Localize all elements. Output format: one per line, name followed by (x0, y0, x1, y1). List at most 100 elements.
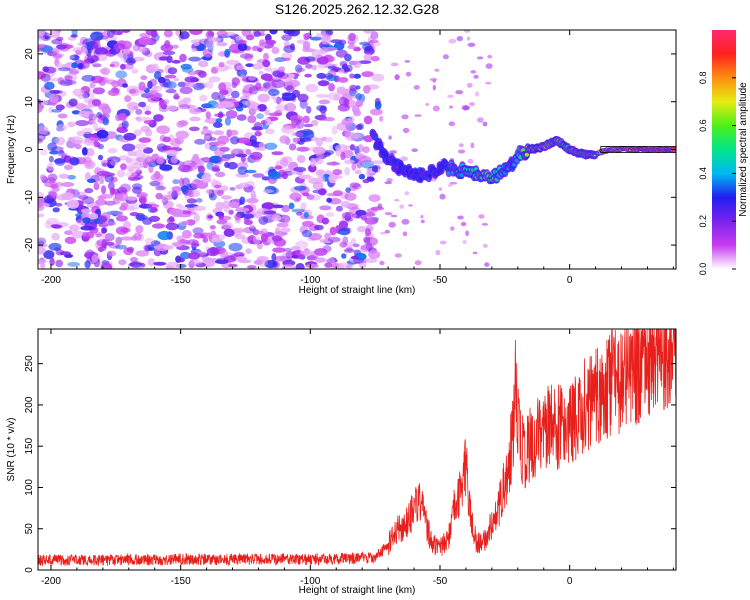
noise-cell (369, 39, 379, 44)
noise-cell (249, 135, 257, 144)
noise-cell (177, 81, 186, 88)
noise-cell (211, 91, 221, 101)
noise-cell (255, 230, 265, 235)
noise-cell (51, 38, 63, 45)
noise-cell (39, 174, 47, 181)
noise-cell (235, 173, 249, 178)
noise-cell (133, 174, 144, 180)
noise-cell (105, 79, 117, 85)
noise-cell (358, 173, 366, 180)
noise-cell (138, 137, 152, 143)
noise-cell (449, 105, 454, 109)
noise-cell (487, 54, 493, 59)
noise-cell (363, 236, 371, 243)
noise-cell (469, 102, 475, 107)
noise-cell (98, 103, 110, 112)
noise-cell (120, 63, 126, 70)
noise-cell (96, 170, 111, 177)
noise-cell (38, 237, 47, 245)
noise-cell (221, 195, 232, 200)
noise-cell (126, 196, 138, 201)
noise-cell (467, 42, 476, 47)
noise-cell (259, 39, 265, 46)
noise-cell (242, 213, 254, 219)
noise-cell (135, 225, 144, 234)
noise-cell (338, 228, 351, 236)
noise-cell (138, 85, 147, 91)
noise-cell (145, 95, 157, 100)
noise-cell (84, 188, 94, 194)
noise-cell (201, 256, 213, 261)
noise-cell (126, 85, 140, 95)
noise-cell (262, 189, 274, 194)
noise-cell (167, 190, 182, 197)
snr-y-tick-label: 250 (24, 355, 35, 372)
noise-cell (365, 171, 376, 176)
noise-cell (263, 52, 269, 61)
noise-cell (450, 226, 455, 231)
noise-cell (115, 70, 128, 79)
noise-cell (296, 67, 306, 72)
noise-cell (251, 45, 259, 52)
noise-cell (225, 110, 238, 119)
noise-cell (244, 181, 255, 187)
noise-cell (201, 128, 210, 133)
noise-cell (350, 255, 359, 260)
noise-cell (88, 113, 98, 121)
noise-cell (128, 104, 135, 114)
noise-cell (365, 228, 371, 237)
noise-cell (104, 174, 114, 183)
noise-cell (89, 81, 96, 89)
noise-cell (276, 222, 289, 228)
colorbar-gradient (712, 30, 736, 269)
noise-cell (244, 100, 257, 107)
noise-cell (360, 245, 370, 253)
noise-cell (344, 129, 352, 138)
noise-cell (379, 260, 385, 266)
noise-cell (296, 155, 306, 163)
noise-cell (144, 110, 152, 115)
noise-cell (139, 154, 154, 163)
noise-cell (257, 104, 267, 112)
noise-cell (188, 259, 203, 265)
noise-cell (84, 41, 94, 50)
noise-cell (281, 124, 291, 132)
noise-cell (64, 230, 73, 236)
noise-cell (63, 155, 72, 163)
noise-cell (254, 131, 262, 137)
noise-cell (341, 149, 354, 159)
noise-cell (271, 215, 282, 222)
noise-cell (236, 64, 245, 71)
noise-cell (206, 247, 220, 257)
noise-cell (224, 161, 230, 168)
noise-cell (350, 132, 363, 139)
noise-cell (271, 151, 284, 156)
spectrogram-y-tick-label: 0 (24, 146, 35, 152)
noise-cell (53, 90, 63, 94)
noise-cell (46, 162, 54, 172)
noise-cell (235, 35, 243, 41)
noise-cell (303, 123, 314, 128)
noise-cell (293, 166, 307, 173)
noise-cell (66, 199, 80, 209)
noise-cell (220, 185, 229, 191)
noise-cell (311, 119, 319, 127)
noise-cell (462, 105, 470, 111)
noise-cell (106, 210, 121, 215)
noise-cell (258, 142, 265, 149)
noise-cell (167, 67, 178, 75)
noise-cell (302, 40, 311, 50)
noise-cell (252, 173, 265, 178)
snr-y-label: SNR (10 * v/v) (6, 418, 17, 482)
noise-cell (81, 127, 93, 135)
noise-cell (384, 181, 393, 185)
noise-cell (311, 64, 317, 71)
noise-cell (144, 156, 155, 165)
noise-cell (38, 104, 44, 110)
noise-cell (363, 85, 371, 94)
noise-cell (89, 119, 97, 124)
noise-cell (238, 39, 247, 45)
noise-cell (304, 73, 312, 78)
noise-cell (355, 124, 363, 130)
noise-cell (38, 43, 46, 49)
